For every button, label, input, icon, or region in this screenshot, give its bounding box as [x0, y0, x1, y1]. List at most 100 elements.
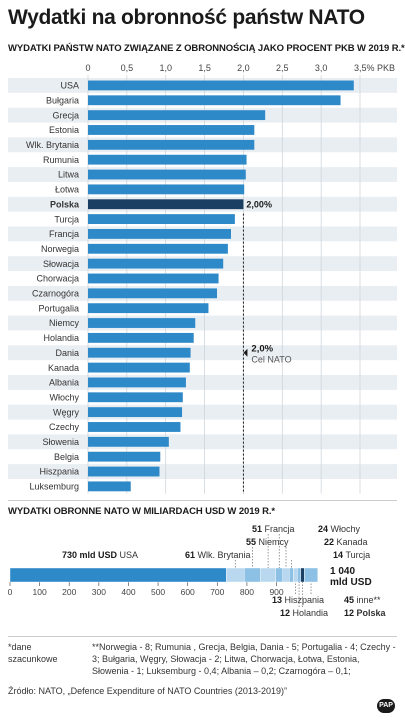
category-label: Polska [50, 199, 80, 209]
category-label: Norwegia [41, 244, 79, 254]
x-tick-label: 900 [269, 587, 283, 597]
divider-notes [8, 636, 397, 637]
annotation-value: 24 [318, 524, 331, 534]
x-tick-label: 500 [151, 587, 165, 597]
x-tick-label: 200 [62, 587, 76, 597]
annotation-turcja: 14 Turcja [333, 550, 370, 560]
bar-hiszpania [88, 466, 160, 477]
segment-kanada [282, 567, 290, 583]
category-label: Holandia [43, 333, 79, 343]
annotation-value: 14 [333, 550, 346, 560]
bar-holandia [88, 332, 194, 343]
category-label: Włochy [49, 392, 79, 402]
annotation-value: 12 [344, 608, 357, 618]
bar-bułgaria [88, 95, 341, 106]
category-label: Estonia [49, 125, 79, 135]
bar-belgia [88, 451, 161, 462]
segment-hiszpania [293, 567, 298, 583]
category-label: Kanada [48, 363, 79, 373]
bar-portugalia [88, 303, 209, 314]
annotation-name: USA [120, 550, 139, 560]
annotation-value: 22 [324, 537, 337, 547]
footnote-estimated: *dane szacunkowe [8, 642, 58, 664]
segment-francja [260, 567, 276, 583]
bar-turcja [88, 214, 235, 224]
annotation-name: Kanada [337, 537, 368, 547]
bar-litwa [88, 169, 246, 180]
source-note: Źródło: NATO, „Defence Expenditure of NA… [8, 686, 287, 696]
annotation-name: Polska [357, 608, 387, 618]
annotation-name: Włochy [331, 524, 361, 534]
x-tick-label: 600 [181, 587, 195, 597]
reference-value-label: 2,0% [251, 344, 273, 355]
category-label: Litwa [58, 170, 79, 180]
gdp-percent-chart: 0 0,5 1,0 1,5 2,0 2,5 3,0 3,5% PKB USA Bułgaria Gr… [8, 63, 397, 494]
annotation-włochy: 24 Włochy [318, 524, 361, 534]
annotation-kanada: 22 Kanada [324, 537, 368, 547]
annotation-holandia: 12 Holandia [280, 608, 328, 618]
page-title: Wydatki na obronność państw NATO [8, 6, 365, 29]
x-tick-label: 2,5 [276, 63, 289, 73]
category-label: Węgry [53, 407, 80, 417]
reference-marker [243, 348, 248, 357]
total-label-2: mld USD [330, 577, 372, 588]
segment-wlk-brytania [225, 567, 245, 583]
segment-niemcy [244, 567, 261, 583]
x-tick-label: 1,5 [198, 63, 211, 73]
bar-grecja [88, 110, 266, 121]
annotation-name: inne** [357, 595, 382, 605]
divider [8, 500, 397, 501]
annotation-value: 12 [280, 608, 293, 618]
category-label: Francja [49, 229, 79, 239]
annotation-value: 13 [272, 595, 285, 605]
bar-rumunia [88, 154, 247, 165]
bar-słowenia [88, 436, 169, 447]
segment-włochy [275, 567, 283, 583]
chart2-title: WYDATKI OBRONNE NATO W MILIARDACH USD W … [8, 506, 276, 517]
bar-luksemburg [88, 481, 131, 492]
category-label: Wlk. Brytania [26, 140, 79, 150]
category-label: Słowacja [43, 259, 79, 269]
x-tick-label: 0,5 [121, 63, 134, 73]
annotation-value: 55 [246, 537, 259, 547]
x-tick-label: 700 [210, 587, 224, 597]
chart1-title: WYDATKI PAŃSTW NATO ZWIĄZANE Z OBRONNOŚC… [8, 43, 405, 54]
bar-dania [88, 347, 191, 358]
segment-inne- [304, 567, 318, 583]
x-tick-label: 3,5% PKB [354, 63, 395, 73]
pap-logo: PAP [377, 699, 395, 713]
bar-norwegia [88, 243, 228, 254]
category-label: Bułgaria [46, 95, 79, 105]
segment-usa [9, 567, 227, 583]
x-tick-label: 100 [33, 587, 47, 597]
annotation-niemcy: 55 Niemcy [246, 537, 289, 547]
category-label: Niemcy [49, 318, 80, 328]
highlight-value-label: 2,00% [246, 199, 272, 209]
category-label: Albania [49, 378, 79, 388]
annotation-name: Francja [265, 524, 295, 534]
bar-łotwa [88, 184, 245, 195]
bar-wlk-brytania [88, 139, 255, 150]
bar-francja [88, 229, 231, 239]
x-tick-label: 2,0 [237, 63, 250, 73]
annotation-name: Niemcy [259, 537, 290, 547]
category-label: Portugalia [38, 303, 79, 313]
bar-włochy [88, 392, 183, 403]
annotation-inne-: 45 inne** [344, 595, 381, 605]
bar-kanada [88, 362, 190, 373]
x-tick-label: 3,0 [315, 63, 328, 73]
bar-słowacja [88, 258, 224, 269]
annotation-name: Turcja [346, 550, 371, 560]
annotation-value: 61 [185, 550, 198, 560]
annotation-francja: 51 Francja [252, 524, 295, 534]
annotation-name: Holandia [293, 608, 329, 618]
segment-turcja [289, 567, 294, 583]
category-label: Łotwa [55, 185, 79, 195]
annotation-value: 730 mld USD [62, 550, 120, 560]
segment-holandia [297, 567, 302, 583]
bar-czarnogóra [88, 288, 218, 299]
annotation-hiszpania: 13 Hiszpania [272, 595, 324, 605]
category-label: Dania [55, 348, 79, 358]
annotation-name: Hiszpania [285, 595, 325, 605]
